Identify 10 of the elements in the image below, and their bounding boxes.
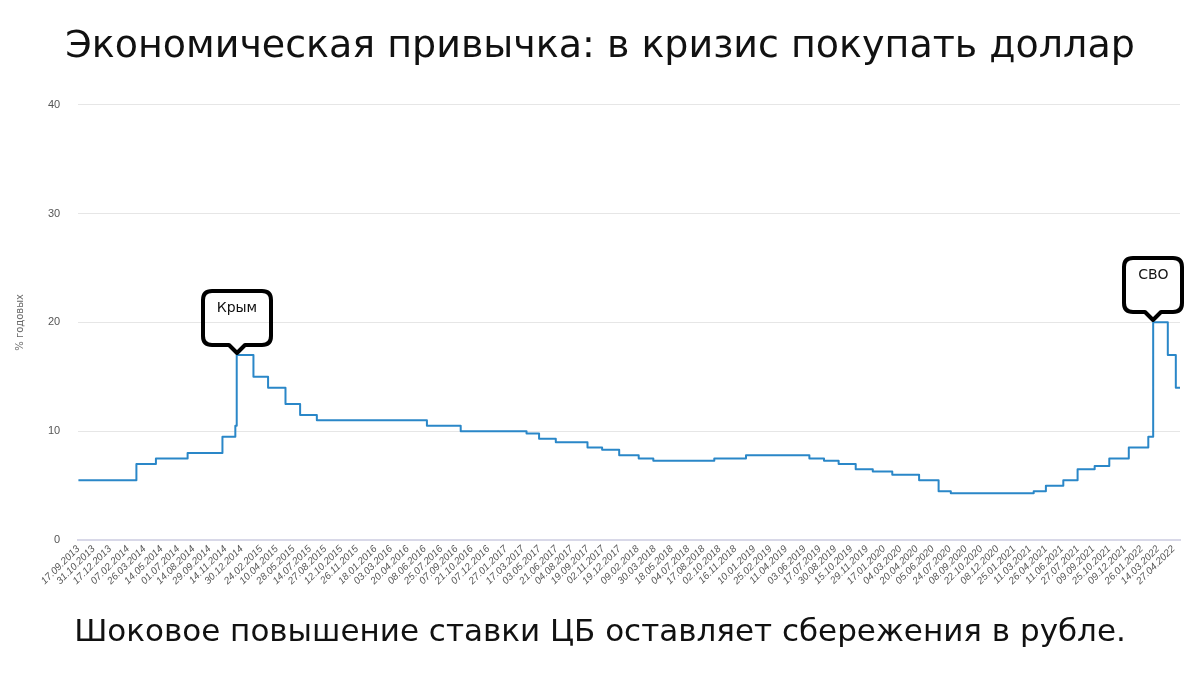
chart-title: Экономическая привычка: в кризис покупать доллар <box>64 21 1136 68</box>
annotation: СВО <box>1138 266 1169 283</box>
text: Шоковое повышение ставки ЦБ оставляет сбережения в рубле. <box>73 612 1127 648</box>
y-tick-label: 30 <box>47 206 61 219</box>
y-tick-label: 40 <box>47 97 61 110</box>
y-axis-title: % годовых <box>13 293 25 351</box>
annotation: Крым <box>216 299 258 316</box>
y-tick-label: 20 <box>47 315 61 328</box>
y-tick-label: 10 <box>47 424 61 437</box>
y-tick-label: 0 <box>54 533 61 546</box>
